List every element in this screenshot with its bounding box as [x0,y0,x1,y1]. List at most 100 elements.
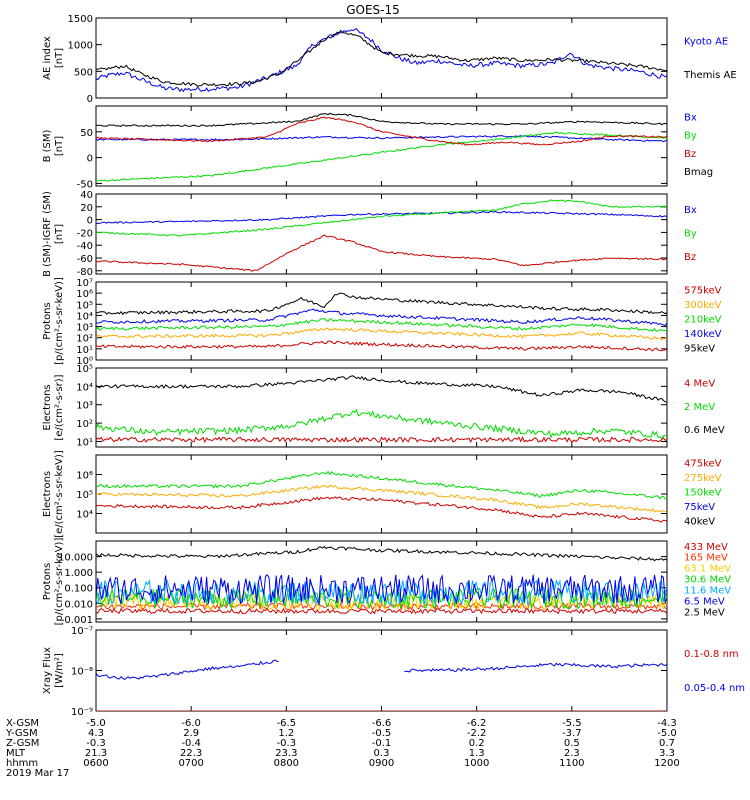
legend-label: Kyoto AE [684,37,728,48]
orbit-value: -0.3 [277,738,297,749]
y-tick-label: 10⁻⁸ [71,667,93,678]
series-line-165-mev [96,601,667,612]
legend-label: 11.6 MeV [684,586,731,597]
orbit-value: -0.4 [181,738,201,749]
legend-label: 140keV [684,329,722,340]
legend-label: 0.6 MeV [684,425,725,436]
legend-label: 63.1 MeV [684,564,731,575]
y-tick-label: 10¹ [76,437,93,448]
y-tick-label: 1000 [68,41,93,52]
legend-label: 575keV [684,286,722,297]
series-line-0-05-0-4-nm [96,659,279,680]
y-axis-label-line: Xray Flux [42,647,53,694]
y-tick-label: 10⁵ [76,364,93,375]
y-axis-label: Protons[p/(cm²-s-sr-keV)] [42,538,65,626]
y-tick-label: 10⁻⁹ [71,707,93,718]
legend-label: Bz [684,149,696,160]
panel-frame [95,105,668,187]
y-tick-label: 0.100 [64,584,93,595]
y-tick-label: 0.010 [64,599,93,610]
legend-label: 475keV [684,459,722,470]
legend-label: 40keV [684,516,715,527]
panel-frame [95,17,668,99]
series-line-6-5-mev [96,573,667,606]
y-tick-label: 0 [87,216,93,227]
y-tick-label: 10⁴ [76,382,93,393]
series-line-150kev [96,470,667,500]
chart-title: GOES-15 [346,3,400,17]
series-line-bz [96,116,667,146]
y-axis-label-line: [e/(cm²-s-sr-keV)] [54,450,65,538]
series-line-210kev [96,317,667,333]
y-axis-label-line: Electrons [42,471,53,517]
legend-label: 0.05-0.4 nm [684,683,745,694]
y-axis-label: Electrons[e/(cm²-s-sr)] [42,374,65,440]
y-tick-label: 10⁰ [76,356,93,367]
orbit-value: 0.2 [469,738,485,749]
y-axis-label-line: B (SM) [42,129,53,162]
legend-label: 275keV [684,473,722,484]
orbit-value: 2.9 [183,728,199,739]
orbit-value: 0.3 [374,748,390,759]
y-tick-label: 50 [80,128,93,139]
legend-label: 300keV [684,300,722,311]
legend-label: 2 MeV [684,402,715,413]
y-tick-label: 40 [80,190,93,201]
y-tick-label: 10⁵ [76,490,93,501]
y-axis-label-line: [nT] [54,48,65,68]
series-line-2-5-mev [96,545,667,562]
series-line-575kev [96,340,667,352]
panel-frame [95,629,668,712]
orbit-value: 0.7 [659,738,675,749]
series-line-4-mev [96,436,667,444]
orbit-value: 0800 [274,758,299,769]
y-tick-label: 0.001 [64,615,93,626]
panel-frame [95,193,668,275]
y-tick-label: 10⁶ [76,471,93,482]
panel-2: -50 0 50 B (SM)[nT] Bx By Bz Bmag [42,105,713,190]
y-axis-label-line: [e/(cm²-s-sr)] [54,374,65,440]
series-line-bx [96,210,667,224]
orbit-value: 0900 [369,758,394,769]
legend-label: By [684,228,697,239]
y-tick-label: 10⁶ [76,289,93,300]
panel-7: 0.0010.0100.1001.00010.000Protons[p/(cm²… [42,538,731,626]
orbit-value: -5.0 [86,718,106,729]
legend-label: 2.5 MeV [684,607,725,618]
series-line-2-mev [96,408,667,440]
y-axis-label-line: [nT] [54,136,65,156]
orbit-row-label: MLT [6,748,26,759]
y-axis-label: Electrons[e/(cm²-s-sr-keV)] [42,450,65,538]
series-line-275kev [96,484,667,514]
orbit-value: -5.5 [562,718,582,729]
orbit-value: 1000 [464,758,489,769]
y-tick-label: 10⁻⁷ [71,626,93,637]
y-tick-label: -60 [77,254,93,265]
orbit-table: X-GSM -5.0 -6.0 -6.5 -6.6 -6.2 -5.5 -4.3 Y-GSM 4.… [5,718,680,779]
y-tick-label: 1500 [68,14,93,25]
y-tick-label: 10¹ [76,345,93,356]
y-tick-label: 0 [87,154,93,165]
y-axis-label-line: [nT] [54,224,65,244]
y-tick-label: 10³ [76,401,93,412]
legend-label: Bz [684,252,696,263]
series-line-bx [96,134,667,143]
orbit-date: 2019 Mar 17 [6,768,69,779]
orbit-value: -6.0 [181,718,201,729]
y-tick-label: 500 [74,67,93,78]
orbit-value: 0.5 [564,738,580,749]
series-line-0-6-mev [96,375,667,403]
y-axis-label-line: [p/(cm²-s-sr-keV)] [54,538,65,626]
y-axis-label-line: [p/(cm²-s-sr-keV)] [54,277,65,365]
orbit-value: 1.2 [278,728,294,739]
orbit-value: -6.6 [372,718,392,729]
y-tick-label: 20 [80,203,93,214]
orbit-value: -5.0 [657,728,677,739]
y-tick-label: 10⁷ [76,278,93,289]
legend-label: 30.6 MeV [684,575,731,586]
orbit-value: 3.3 [659,748,675,759]
y-tick-label: 10⁵ [76,300,93,311]
y-tick-label: 10⁴ [76,311,93,322]
y-tick-label: 0 [87,94,93,105]
